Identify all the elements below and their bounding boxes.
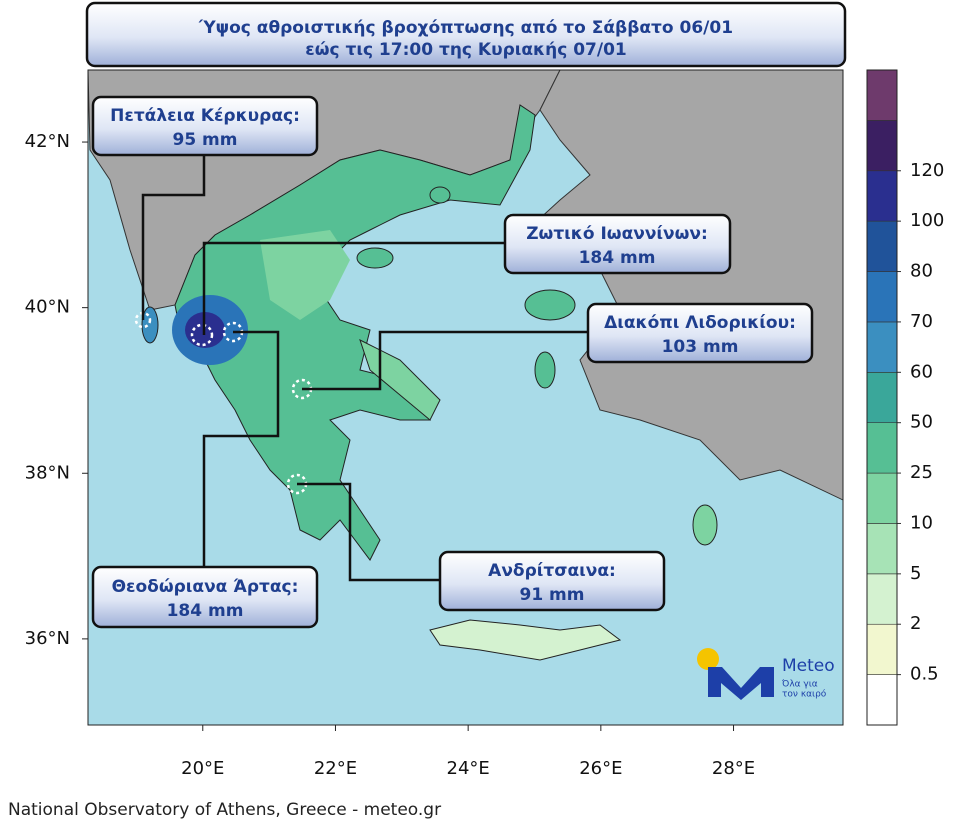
leader-line bbox=[202, 330, 280, 567]
colorbar-label: 2 bbox=[910, 613, 921, 634]
map-frame bbox=[87, 69, 844, 726]
callout-value: 184 mm bbox=[579, 248, 656, 268]
colorbar-label: 0.5 bbox=[910, 664, 939, 685]
colorbar-label: 70 bbox=[910, 311, 933, 332]
logo-tagline: τον καιρό bbox=[782, 689, 827, 700]
y-tick-label: 42°N bbox=[25, 131, 70, 152]
x-tick-label: 28°E bbox=[712, 758, 755, 779]
logo-tagline: Όλα για bbox=[781, 679, 818, 690]
colorbar-bin bbox=[866, 372, 898, 423]
leader-line bbox=[202, 241, 505, 335]
callout-value: 184 mm bbox=[167, 601, 244, 621]
crete bbox=[429, 619, 622, 661]
x-tick-label: 24°E bbox=[447, 758, 490, 779]
lesvos bbox=[524, 289, 576, 321]
colorbar-label: 50 bbox=[910, 412, 933, 433]
colorbar-frame bbox=[866, 69, 898, 726]
colorbar-label: 25 bbox=[910, 462, 933, 483]
colorbar-bin bbox=[866, 120, 898, 172]
colorbar-bin bbox=[866, 523, 898, 575]
logo: Meteo Όλα για τον καιρό bbox=[697, 648, 835, 700]
colorbar-bin bbox=[866, 623, 898, 675]
leader-line bbox=[297, 482, 440, 582]
callout-name: Θεοδώριανα Άρτας: bbox=[112, 577, 299, 597]
y-tick-label: 38°N bbox=[25, 462, 70, 483]
colorbar-label: 120 bbox=[910, 160, 944, 181]
callout: Διακόπι Λιδορικίου: 103 mm bbox=[586, 302, 814, 364]
colorbar-bin bbox=[866, 69, 898, 121]
corfu bbox=[141, 306, 159, 344]
colorbar-bin bbox=[866, 321, 898, 373]
callout: Πετάλεια Κέρκυρας: 95 mm bbox=[91, 95, 319, 157]
colorbar-bin bbox=[866, 271, 898, 323]
colorbar-bin bbox=[866, 170, 898, 222]
callout-value: 91 mm bbox=[519, 585, 584, 605]
thasos bbox=[429, 186, 451, 204]
x-tick-label: 20°E bbox=[181, 758, 224, 779]
colorbar-label: 60 bbox=[910, 361, 933, 382]
callout-value: 95 mm bbox=[172, 130, 237, 150]
colorbar-bin bbox=[866, 472, 898, 524]
callout-name: Ανδρίτσαινα: bbox=[488, 561, 616, 581]
central-greece-light bbox=[260, 230, 350, 320]
colorbar-label: 80 bbox=[910, 261, 933, 282]
colorbar-label: 10 bbox=[910, 512, 933, 533]
rhodes bbox=[692, 504, 718, 546]
callout: Ανδρίτσαινα: 91 mm bbox=[438, 550, 666, 612]
colorbar-bin bbox=[866, 220, 898, 272]
station-marker bbox=[190, 323, 214, 347]
callout-name: Διακόπι Λιδορικίου: bbox=[604, 313, 796, 333]
logo-brand: Meteo bbox=[782, 656, 835, 676]
x-tick-label: 26°E bbox=[579, 758, 622, 779]
leader-line bbox=[302, 330, 588, 391]
callout: Θεοδώριανα Άρτας: 184 mm bbox=[91, 565, 319, 629]
chalkidiki bbox=[356, 247, 394, 269]
title-box bbox=[85, 1, 847, 68]
colorbar-bin bbox=[866, 422, 898, 474]
colorbar-bin bbox=[866, 674, 898, 726]
x-tick-label: 22°E bbox=[314, 758, 357, 779]
footer: National Observatory of Athens, Greece -… bbox=[8, 800, 441, 820]
callout-value: 103 mm bbox=[662, 337, 739, 357]
y-tick-label: 40°N bbox=[25, 297, 70, 318]
colorbar-bin bbox=[866, 573, 898, 625]
y-tick-label: 36°N bbox=[25, 628, 70, 649]
title-line: εώς τις 17:00 της Κυριακής 07/01 bbox=[305, 40, 627, 60]
callout-name: Πετάλεια Κέρκυρας: bbox=[110, 106, 300, 126]
leader-line bbox=[141, 155, 206, 320]
colorbar-label: 100 bbox=[910, 210, 944, 231]
colorbar-label: 5 bbox=[910, 563, 921, 584]
title-line: Ύψος αθροιστικής βροχόπτωσης από το Σάββ… bbox=[198, 18, 733, 38]
chios bbox=[534, 351, 556, 389]
callout-name: Ζωτικό Ιωαννίνων: bbox=[526, 224, 708, 244]
callout: Ζωτικό Ιωαννίνων: 184 mm bbox=[503, 213, 732, 275]
